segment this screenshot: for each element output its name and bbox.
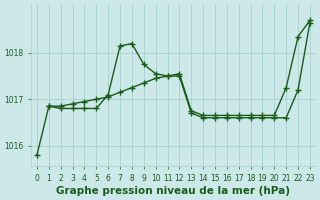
X-axis label: Graphe pression niveau de la mer (hPa): Graphe pression niveau de la mer (hPa) (56, 186, 291, 196)
